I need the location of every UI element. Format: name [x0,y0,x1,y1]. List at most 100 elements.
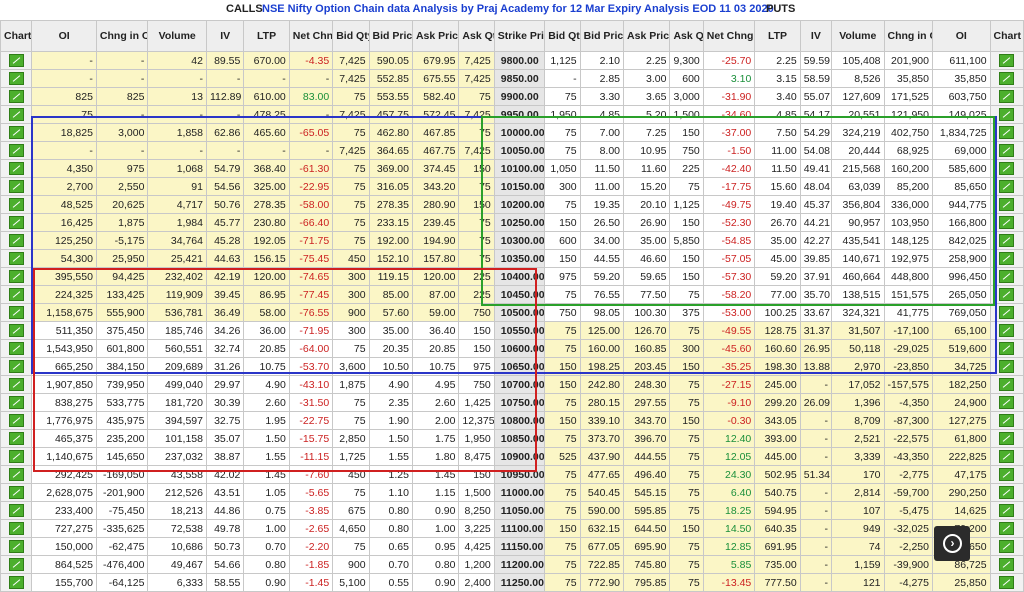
chart-icon[interactable] [8,252,24,265]
chart-cell[interactable] [0,357,33,376]
chart-cell[interactable] [0,285,33,304]
chart-cell[interactable] [989,465,1024,484]
chart-cell[interactable] [0,105,33,124]
chart-cell[interactable] [989,537,1024,556]
chart-icon[interactable] [8,576,24,589]
chart-cell[interactable] [0,303,33,322]
chart-cell[interactable] [989,519,1024,538]
chart-cell[interactable] [0,447,33,466]
chart-cell[interactable] [989,375,1024,394]
chart-cell[interactable] [0,483,33,502]
chart-icon[interactable] [999,90,1015,103]
chart-cell[interactable] [0,555,33,574]
chart-cell[interactable] [989,87,1024,106]
chart-icon[interactable] [8,432,24,445]
chart-icon[interactable] [999,540,1015,553]
chart-cell[interactable] [989,51,1024,70]
chart-cell[interactable] [989,483,1024,502]
chart-cell[interactable] [989,357,1024,376]
next-button[interactable]: › [934,526,970,561]
chart-cell[interactable] [0,411,33,430]
chart-icon[interactable] [999,450,1015,463]
chart-cell[interactable] [989,555,1024,574]
chart-icon[interactable] [8,288,24,301]
chart-icon[interactable] [8,378,24,391]
chart-cell[interactable] [0,375,33,394]
chart-cell[interactable] [989,231,1024,250]
chart-cell[interactable] [989,411,1024,430]
chart-icon[interactable] [999,162,1015,175]
chart-cell[interactable] [0,339,33,358]
chart-icon[interactable] [999,468,1015,481]
chart-cell[interactable] [989,573,1024,592]
chart-cell[interactable] [989,159,1024,178]
chart-icon[interactable] [8,54,24,67]
chart-icon[interactable] [999,306,1015,319]
chart-icon[interactable] [8,108,24,121]
chart-cell[interactable] [0,537,33,556]
chart-icon[interactable] [8,144,24,157]
chart-icon[interactable] [999,432,1015,445]
chart-icon[interactable] [999,522,1015,535]
chart-cell[interactable] [0,393,33,412]
chart-icon[interactable] [999,126,1015,139]
chart-cell[interactable] [0,249,33,268]
chart-cell[interactable] [989,303,1024,322]
chart-cell[interactable] [989,69,1024,88]
chart-cell[interactable] [0,123,33,142]
chart-icon[interactable] [999,54,1015,67]
chart-icon[interactable] [8,270,24,283]
chart-cell[interactable] [0,213,33,232]
chart-cell[interactable] [989,267,1024,286]
chart-icon[interactable] [8,450,24,463]
chart-icon[interactable] [8,486,24,499]
chart-icon[interactable] [999,486,1015,499]
chart-cell[interactable] [0,429,33,448]
chart-icon[interactable] [8,324,24,337]
chart-cell[interactable] [0,267,33,286]
chart-icon[interactable] [8,216,24,229]
chart-icon[interactable] [8,90,24,103]
chart-icon[interactable] [8,396,24,409]
chart-icon[interactable] [8,558,24,571]
chart-cell[interactable] [0,87,33,106]
chart-icon[interactable] [999,108,1015,121]
chart-icon[interactable] [8,342,24,355]
chart-cell[interactable] [0,69,33,88]
chart-cell[interactable] [989,141,1024,160]
chart-cell[interactable] [0,501,33,520]
chart-icon[interactable] [999,144,1015,157]
chart-icon[interactable] [8,414,24,427]
chart-icon[interactable] [8,468,24,481]
chart-icon[interactable] [8,540,24,553]
chart-icon[interactable] [999,414,1015,427]
chart-icon[interactable] [8,72,24,85]
chart-icon[interactable] [999,270,1015,283]
chart-cell[interactable] [0,51,33,70]
chart-icon[interactable] [8,306,24,319]
chart-cell[interactable] [989,501,1024,520]
chart-cell[interactable] [0,141,33,160]
chart-icon[interactable] [8,162,24,175]
chart-icon[interactable] [999,288,1015,301]
chart-cell[interactable] [0,573,33,592]
chart-icon[interactable] [999,558,1015,571]
chart-icon[interactable] [999,342,1015,355]
chart-cell[interactable] [989,339,1024,358]
chart-icon[interactable] [999,396,1015,409]
chart-icon[interactable] [999,216,1015,229]
chart-icon[interactable] [8,504,24,517]
chart-cell[interactable] [0,519,33,538]
chart-cell[interactable] [989,285,1024,304]
chart-cell[interactable] [989,177,1024,196]
chart-cell[interactable] [0,231,33,250]
chart-cell[interactable] [989,321,1024,340]
chart-icon[interactable] [999,576,1015,589]
chart-icon[interactable] [999,72,1015,85]
chart-cell[interactable] [0,195,33,214]
chart-icon[interactable] [8,180,24,193]
chart-icon[interactable] [8,198,24,211]
chart-icon[interactable] [8,360,24,373]
chart-cell[interactable] [989,123,1024,142]
chart-icon[interactable] [999,252,1015,265]
